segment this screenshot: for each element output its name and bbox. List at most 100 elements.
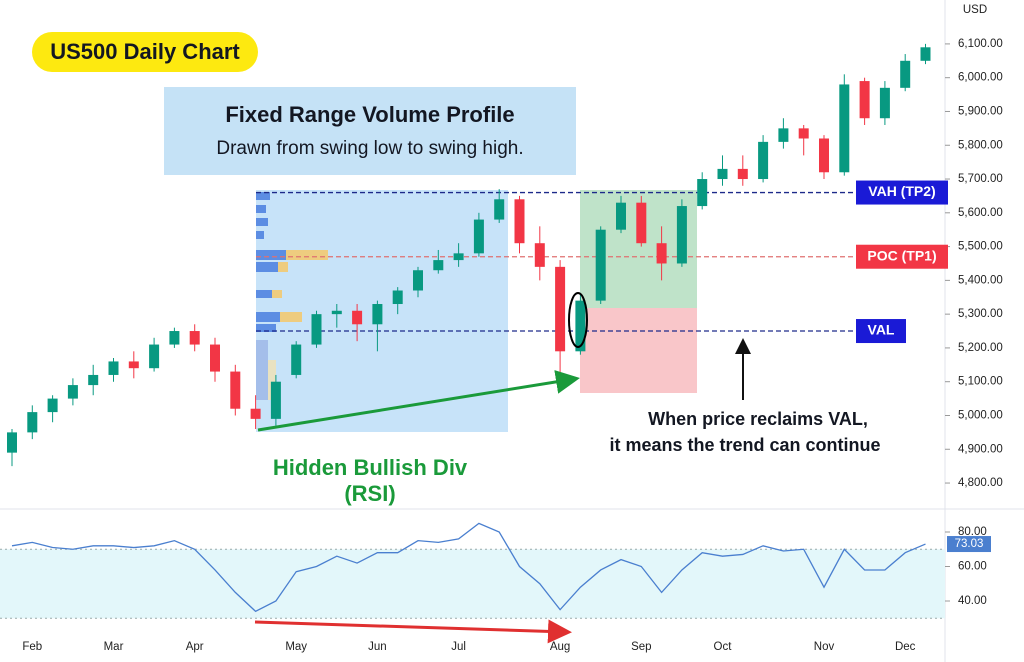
candle-body bbox=[616, 202, 626, 230]
note: When price reclaims VAL, bbox=[648, 409, 868, 429]
candle-body bbox=[88, 374, 99, 386]
rsi-last-box bbox=[947, 536, 991, 553]
y-tick-label: 5,900.00 bbox=[958, 106, 1003, 118]
candle-body bbox=[534, 243, 545, 267]
divergence-arrow bbox=[257, 370, 580, 432]
candle-body bbox=[839, 84, 850, 173]
reclaim-highlight bbox=[568, 292, 588, 348]
candle-body bbox=[737, 168, 748, 180]
candle-body bbox=[311, 314, 322, 345]
annotation-title: Fixed Range Volume Profile bbox=[225, 102, 514, 127]
candle-body bbox=[676, 206, 687, 264]
y-tick-label: 5,100.00 bbox=[958, 376, 1003, 388]
y-tick-label: 5,800.00 bbox=[958, 139, 1003, 151]
marks: 4,800.00 4,900.00 5,000.00 5,100.00 5,200.00… bbox=[0, 38, 1003, 653]
x-tick-label: Mar bbox=[104, 641, 124, 653]
candle-body bbox=[230, 371, 241, 409]
candle-body bbox=[473, 219, 484, 254]
candle-body bbox=[372, 304, 383, 325]
y-tick-label: 5,000.00 bbox=[958, 410, 1003, 422]
candle-body bbox=[656, 243, 667, 264]
volume-profile bbox=[256, 192, 328, 400]
level-box bbox=[856, 180, 948, 205]
level-box bbox=[856, 319, 906, 344]
candle-body bbox=[778, 128, 789, 142]
candle-body bbox=[819, 138, 829, 173]
candle-body bbox=[697, 179, 708, 207]
candle-body bbox=[169, 331, 180, 345]
y-tick-label: 4,900.00 bbox=[958, 443, 1003, 455]
candle-body bbox=[555, 266, 566, 352]
candle-body bbox=[636, 202, 647, 244]
divergence-label: Hidden Bullish Div bbox=[273, 455, 468, 480]
candle-body bbox=[717, 168, 728, 180]
level-box bbox=[856, 244, 948, 269]
candle-body bbox=[900, 60, 911, 88]
candle-body bbox=[798, 128, 809, 139]
candle-body bbox=[433, 260, 444, 271]
rsi-divergence-arrow bbox=[254, 619, 572, 644]
candle-body bbox=[879, 87, 890, 119]
y-tick-label: 5,300.00 bbox=[958, 308, 1003, 320]
candle-body bbox=[331, 310, 342, 315]
x-tick-label: Apr bbox=[186, 641, 204, 653]
candle-body bbox=[27, 412, 38, 433]
chart-title: US500 Daily Chart bbox=[50, 39, 240, 64]
x-tick-label: Nov bbox=[814, 641, 835, 653]
candle-body bbox=[250, 408, 261, 419]
candle-body bbox=[291, 344, 302, 375]
candle-body bbox=[128, 361, 139, 369]
candle-body bbox=[859, 81, 870, 119]
y-tick-label: 5,400.00 bbox=[958, 274, 1003, 286]
rsi-tick-label: 40.00 bbox=[958, 595, 987, 607]
candle-body bbox=[47, 398, 58, 413]
candle-body bbox=[758, 141, 769, 180]
level-label: VAH (TP2) bbox=[868, 183, 935, 199]
y-tick-label: 5,700.00 bbox=[958, 173, 1003, 185]
candle-body bbox=[7, 432, 17, 453]
rsi-band bbox=[0, 549, 945, 619]
candle-body bbox=[575, 300, 586, 352]
x-tick-label: Dec bbox=[895, 641, 916, 653]
x-tick-label: Sep bbox=[631, 641, 651, 653]
candle-body bbox=[494, 199, 505, 220]
candle-body bbox=[453, 253, 464, 261]
candle-body bbox=[514, 199, 525, 244]
candle-body bbox=[189, 331, 200, 345]
x-tick-label: Aug bbox=[550, 641, 570, 653]
candle-body bbox=[413, 270, 423, 291]
x-tick-label: May bbox=[285, 641, 307, 653]
candle-body bbox=[210, 344, 220, 372]
divergence-label: (RSI) bbox=[344, 481, 395, 506]
y-tick-label: 6,100.00 bbox=[958, 38, 1003, 50]
x-tick-label: Jun bbox=[368, 641, 387, 653]
rsi-line bbox=[11, 522, 926, 613]
x-tick-label: Oct bbox=[714, 641, 733, 653]
y-tick-label: 5,600.00 bbox=[958, 207, 1003, 219]
x-tick-label: Feb bbox=[22, 641, 42, 653]
rsi-tick-label: 80.00 bbox=[958, 526, 987, 538]
currency-label: USD bbox=[963, 4, 987, 16]
stop-box bbox=[580, 308, 697, 393]
candle-body bbox=[270, 381, 281, 419]
annotation-subtitle: Drawn from swing low to swing high. bbox=[216, 138, 523, 159]
candle-body bbox=[108, 361, 119, 375]
y-tick-label: 6,000.00 bbox=[958, 72, 1003, 84]
y-tick-label: 5,200.00 bbox=[958, 342, 1003, 354]
candle-body bbox=[352, 310, 363, 325]
level-label: VAL bbox=[868, 322, 895, 338]
title-pill bbox=[32, 32, 258, 72]
note: it means the trend can continue bbox=[609, 435, 880, 455]
rsi-last-label: 73.03 bbox=[955, 538, 984, 550]
candle-body bbox=[595, 229, 606, 301]
y-tick-label: 4,800.00 bbox=[958, 477, 1003, 489]
candle-body bbox=[149, 344, 160, 369]
rsi-tick-label: 60.00 bbox=[958, 561, 987, 573]
y-tick-label: 5,500.00 bbox=[958, 241, 1003, 253]
x-tick-label: Jul bbox=[451, 641, 466, 653]
annotation-box bbox=[164, 87, 576, 175]
candle-body bbox=[67, 385, 78, 399]
candle-body bbox=[920, 47, 931, 61]
level-label: POC (TP1) bbox=[867, 247, 936, 263]
